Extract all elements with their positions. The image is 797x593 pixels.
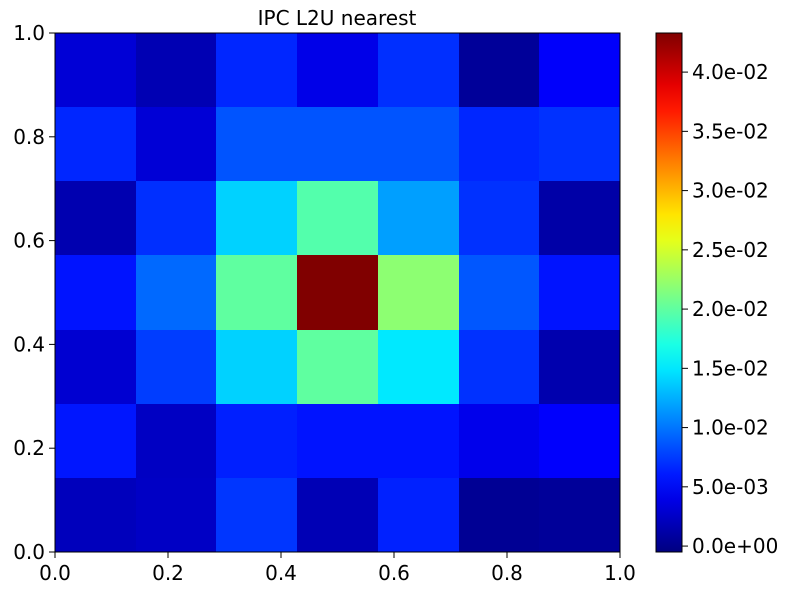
- heatmap-cell: [297, 181, 378, 255]
- heatmap-cell: [459, 404, 539, 478]
- x-tick-label: 0.6: [378, 561, 410, 585]
- heatmap-cell: [136, 255, 216, 330]
- x-tick-label: 0.2: [152, 561, 184, 585]
- colorbar-tick-label: 4.0e-02: [692, 60, 769, 84]
- x-tick-label: 0.4: [265, 561, 297, 585]
- heatmap-cell: [55, 478, 136, 552]
- heatmap-cell: [378, 33, 459, 107]
- heatmap-cell: [539, 33, 620, 107]
- heatmap-cell: [136, 330, 216, 404]
- heatmap-cell: [459, 330, 539, 404]
- x-tick-label: 0.8: [491, 561, 523, 585]
- heatmap-cell: [216, 404, 297, 478]
- heatmap-cell: [297, 330, 378, 404]
- heatmap-cell: [297, 404, 378, 478]
- heatmap-cell: [216, 33, 297, 107]
- heatmap-cell: [55, 404, 136, 478]
- heatmap-cell: [216, 330, 297, 404]
- y-tick-label: 0.4: [13, 332, 45, 356]
- heatmap-cell: [539, 107, 620, 181]
- heatmap-cell: [378, 255, 459, 330]
- heatmap-cell: [216, 478, 297, 552]
- heatmap-cell: [55, 33, 136, 107]
- y-tick-label: 0.0: [13, 540, 45, 564]
- heatmap-cell: [378, 330, 459, 404]
- heatmap-cell: [136, 478, 216, 552]
- heatmap-cell: [55, 181, 136, 255]
- y-axis: 0.0 0.2 0.4 0.6 0.8 1.0: [13, 21, 55, 564]
- heatmap-cell: [459, 255, 539, 330]
- colorbar-tick-label: 0.0e+00: [692, 534, 778, 558]
- heatmap-cell: [297, 255, 378, 330]
- heatmap-cell: [297, 107, 378, 181]
- colorbar-tick-label: 5.0e-03: [692, 475, 769, 499]
- colorbar-tick-label: 1.5e-02: [692, 356, 769, 380]
- colorbar-tick-label: 1.0e-02: [692, 416, 769, 440]
- heatmap-cell: [539, 255, 620, 330]
- heatmap-cell: [378, 181, 459, 255]
- chart-title: IPC L2U nearest: [258, 6, 417, 30]
- y-tick-label: 0.2: [13, 436, 45, 460]
- x-axis: 0.0 0.2 0.4 0.6 0.8 1.0: [39, 552, 636, 585]
- heatmap-cell: [136, 33, 216, 107]
- heatmap-cell: [459, 33, 539, 107]
- heatmap-cell: [136, 107, 216, 181]
- heatmap-cell: [297, 33, 378, 107]
- y-tick-label: 0.6: [13, 229, 45, 253]
- heatmap-cell: [459, 107, 539, 181]
- heatmap-cells: [55, 33, 620, 552]
- plot-frame: [54, 32, 621, 553]
- colorbar-tick-label: 2.5e-02: [692, 238, 769, 262]
- heatmap-cell: [378, 404, 459, 478]
- colorbar-tick-label: 3.0e-02: [692, 179, 769, 203]
- x-tick-label: 0.0: [39, 561, 71, 585]
- heatmap-cell: [55, 107, 136, 181]
- heatmap-cell: [378, 107, 459, 181]
- y-tick-label: 1.0: [13, 21, 45, 45]
- heatmap-cell: [55, 330, 136, 404]
- heatmap-cell: [55, 255, 136, 330]
- heatmap-cell: [539, 404, 620, 478]
- colorbar-tick-label: 3.5e-02: [692, 119, 769, 143]
- heatmap-cell: [459, 478, 539, 552]
- x-tick-label: 1.0: [604, 561, 636, 585]
- heatmap-cell: [378, 478, 459, 552]
- heatmap-cell: [539, 330, 620, 404]
- heatmap-cell: [539, 478, 620, 552]
- heatmap-cell: [216, 107, 297, 181]
- colorbar-gradient: [655, 32, 683, 553]
- colorbar-tick-label: 2.0e-02: [692, 297, 769, 321]
- heatmap-cell: [136, 181, 216, 255]
- heatmap-cell: [539, 181, 620, 255]
- heatmap-cell: [297, 478, 378, 552]
- heatmap-cell: [216, 255, 297, 330]
- heatmap-cell: [136, 404, 216, 478]
- y-tick-label: 0.8: [13, 125, 45, 149]
- colorbar: 0.0e+00 5.0e-03 1.0e-02 1.5e-02 2.0e-02 2.5e-…: [655, 32, 778, 558]
- heatmap-cell: [216, 181, 297, 255]
- heatmap-cell: [459, 181, 539, 255]
